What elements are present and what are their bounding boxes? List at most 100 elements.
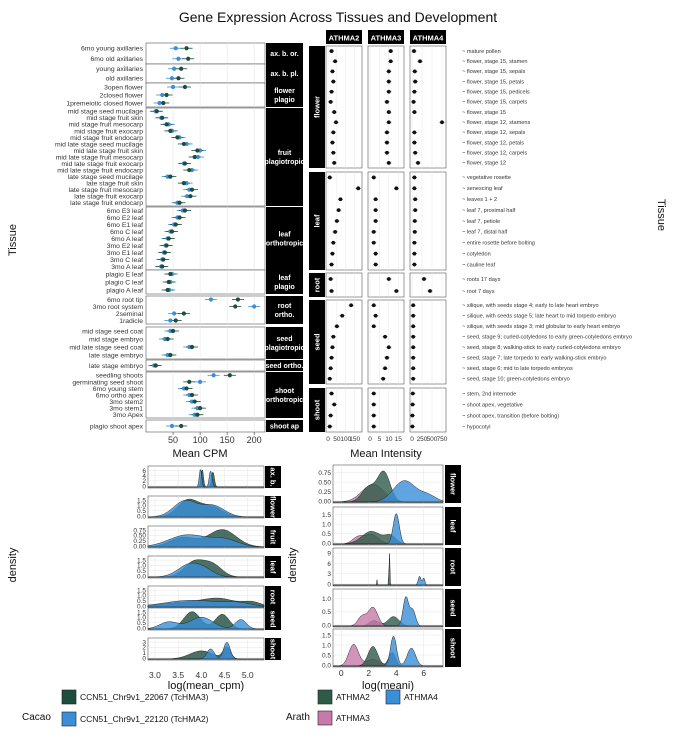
row-label: late stage fruit skin [86,181,143,188]
row-label: mid stage embryo [89,336,143,343]
y-tick-label: 1.5 [322,512,331,519]
x-axis-title: Mean CPM [172,448,227,460]
facet-strip [309,388,325,432]
legend-title-cacao: Cacao [22,712,51,723]
data-point-tchma3 [177,215,182,220]
row-label: mid stage fruit endocarp [70,135,143,142]
y-tick-label: 0.5 [137,620,146,627]
density-panel: 0 3 6 9 root [327,547,461,588]
facet-strip-label: seed [269,610,278,628]
cacao-panel: shoot ap plagio shoot apex [90,419,303,433]
density-curve [148,641,264,660]
facet-strip-label: root [313,277,322,292]
data-point-tchma3 [166,279,171,285]
data-point-tchma3 [168,174,173,179]
facet-strip [265,466,281,488]
row-label: plagio shoot apex [90,423,144,430]
row-label: plagio E leaf [106,271,144,278]
data-point [386,345,391,350]
facet-strip [265,586,281,608]
y-tick-label: 0.5 [322,652,331,659]
y-tick-label: 0.0 [322,540,331,547]
density-curve [147,617,264,630]
row-label: 3mo Apex [113,412,144,419]
arabidopsis-dotplot: ATHMA2 ATHMA3 ATHMA4 flower ~ mature pollen ~… [309,30,667,460]
x-tick-label: 50 [333,436,341,443]
data-point-tchma3 [170,328,176,334]
y-tick-label: 0 [142,655,146,662]
row-label: 2seminal [116,311,144,318]
data-point [373,313,378,318]
data-point-tchma3 [184,46,189,51]
data-point-tchma3 [168,128,173,133]
row-label: mid late stage fruit skin [73,148,143,155]
row-label: ~ flower, stage 12, carpels [462,151,527,157]
data-point [386,79,391,84]
row-label: 6mo E1 leaf [107,222,143,229]
facet-strip-label: plagio [274,284,295,291]
data-point-tchma2 [252,304,257,309]
row-label: ~ flower, stage 15, petals [462,79,524,85]
row-label: 6mo old axillaries [90,56,143,63]
data-point [373,251,378,256]
row-label: mid stage fruit skin [86,115,143,122]
panel-frame [145,295,266,325]
data-point [331,150,336,155]
data-point [412,130,417,135]
panel-frame [409,299,447,385]
data-point [383,334,387,339]
data-point [328,366,333,371]
data-point-tchma3 [189,344,195,350]
y-tick-label: 3 [327,571,331,578]
row-label: ~ leaf 7, distal half [462,230,508,236]
facet-strip [445,465,461,503]
row-label: ~ shoot apex, transition (before bolting… [462,413,559,419]
row-label: plagio C leaf [105,279,143,286]
row-label: 3mo A leaf [111,264,143,271]
density-curve [333,635,443,667]
density-panel: 0.000.250.500.75 fruit [133,525,281,550]
facet-strip-label: plagio [274,97,295,104]
row-label: 3mo stem1 [109,406,143,413]
facet-strip-label: fruit [269,530,278,545]
panel-frame [367,272,405,298]
y-tick-label: 1.0 [322,596,331,603]
x-tick-label: 4 [394,668,399,678]
row-label: ~ silique, with seeds stage 4; early to … [462,303,599,309]
legend-swatch [317,689,333,705]
x-tick-label: 6 [421,668,426,678]
facet-strip-label: seed ortho. [266,363,304,370]
panel-frame [145,419,266,433]
density-curve [147,600,265,608]
panel-frame [145,63,266,84]
data-point-tchma3 [161,257,166,262]
row-label: ~ flower, stage 15, pedicels [462,90,530,96]
row-label: ~ flower, stage 12, petals [462,140,524,146]
row-label: ~ seed, stage 8; walking-stick to early … [462,345,621,351]
panel-frame [145,359,266,372]
facet-strip-label: leaf [278,275,291,282]
facet-strip-label: shoot ap [270,424,299,431]
data-point [330,140,335,145]
row-label: ~ leaf 7, proximal half [462,208,516,214]
facet-strip [309,273,325,297]
data-point-tchma3 [182,208,188,213]
data-point [413,197,418,202]
row-label: seedling shoots [96,373,144,380]
data-point [412,229,417,234]
density-curve [333,480,444,503]
facet-strip [266,360,303,371]
data-point-tchma3 [184,386,189,391]
data-point-tchma3 [168,352,173,358]
panel-frame [147,465,265,489]
row-label: 6mo A leaf [111,236,143,243]
y-tick-label: 2 [142,645,146,652]
data-point-tchma3 [227,373,232,378]
data-point-tchma3 [197,406,203,411]
density-panel: 0.00.51.01.5 seed [137,607,281,632]
row-label: 6mo E2 leaf [107,215,143,222]
row-label: ~ flower, stage 15, stamen [462,59,527,65]
